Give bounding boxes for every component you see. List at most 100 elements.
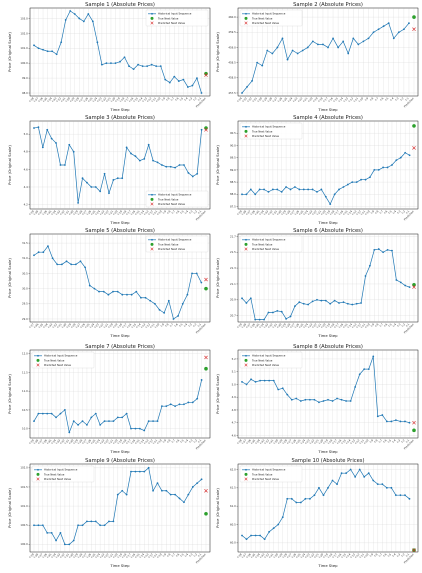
historical-point: [289, 188, 292, 191]
x-tick-label: t-1: [197, 209, 203, 215]
x-tick-label: t-33: [47, 322, 54, 329]
legend-label: True Next Value: [252, 129, 273, 133]
historical-point: [79, 260, 82, 263]
historical-point: [160, 489, 163, 492]
x-tick-label: t-2: [400, 552, 406, 558]
historical-point: [112, 520, 115, 523]
y-tick-label: 90.5: [230, 131, 236, 135]
historical-point: [363, 475, 366, 478]
y-tick-label: 21.7: [230, 234, 236, 238]
legend-true-next-swatch: [150, 242, 154, 246]
y-axis-label: Price (Original Scale): [7, 258, 12, 298]
historical-point: [249, 188, 252, 191]
x-tick-label: t-2: [193, 438, 199, 444]
historical-point: [178, 164, 181, 166]
historical-point: [55, 539, 57, 542]
plot-border: [237, 233, 419, 323]
x-tick-label: t-19: [322, 552, 329, 559]
x-tick-label: t-3: [188, 438, 194, 444]
historical-point: [41, 146, 44, 149]
historical-point: [155, 65, 158, 68]
historical-point: [250, 534, 252, 537]
x-tick-label: t-17: [121, 322, 128, 329]
legend-label: Predicted Next Value: [158, 247, 185, 251]
legend-label: Historical Input Sequence: [158, 193, 192, 197]
x-tick-label: t-14: [137, 96, 144, 103]
historical-point: [112, 290, 114, 293]
historical-point: [271, 188, 274, 191]
historical-point: [399, 281, 402, 284]
x-tick-label: t-35: [42, 96, 49, 103]
x-tick-label: t-10: [156, 552, 163, 559]
historical-point: [105, 62, 108, 65]
historical-point: [167, 299, 170, 302]
historical-point: [254, 193, 257, 196]
x-tick-label: t-1: [197, 438, 203, 444]
x-tick-label: t-12: [144, 322, 151, 329]
x-tick-label: t-28: [77, 209, 84, 216]
x-tick-label: t-24: [300, 438, 307, 445]
historical-point: [386, 248, 389, 251]
historical-point: [390, 420, 393, 423]
x-tick-label: t-16: [327, 96, 334, 103]
x-tick-label: t-28: [73, 96, 80, 103]
x-tick-label: t-16: [336, 552, 343, 559]
historical-point: [169, 493, 172, 496]
legend-true-next-swatch: [36, 472, 40, 476]
historical-point: [121, 293, 124, 296]
x-tick-label: t-20: [320, 209, 327, 216]
x-tick-label: t-20: [112, 438, 119, 445]
legend-label: Historical Input Sequence: [252, 12, 286, 16]
historical-point: [241, 380, 243, 383]
chart-title: Sample 9 (Absolute Prices): [85, 458, 155, 464]
x-tick-label: t-19: [112, 322, 119, 329]
legend-predicted-next-swatch: [244, 477, 248, 481]
y-tick-label: 4.2: [24, 203, 28, 207]
historical-point: [84, 266, 87, 269]
x-tick-label: t-3: [188, 209, 194, 215]
historical-point: [132, 68, 135, 71]
x-tick-label: t-30: [64, 96, 71, 103]
historical-point: [41, 524, 44, 527]
x-tick-label: t-23: [307, 209, 314, 216]
x-tick-label: t-38: [33, 552, 40, 559]
x-tick-label: t-11: [152, 438, 159, 445]
historical-point: [354, 475, 357, 478]
x-tick-label: t-24: [302, 322, 309, 329]
x-tick-label: t-12: [146, 96, 153, 103]
historical-point: [183, 501, 185, 504]
historical-point: [360, 302, 362, 304]
y-tick-label: 30.0: [22, 287, 28, 291]
x-tick-label: t-30: [276, 322, 283, 329]
x-tick-label: t-18: [119, 96, 126, 103]
historical-point: [50, 531, 53, 534]
historical-point: [37, 126, 40, 129]
x-tick-label: t-37: [37, 438, 44, 445]
historical-point: [138, 159, 141, 162]
x-tick-label: t-18: [121, 209, 128, 216]
historical-point: [373, 248, 376, 251]
historical-point: [135, 290, 138, 293]
historical-point: [140, 296, 142, 299]
x-tick-label: t-28: [77, 438, 84, 445]
legend-predicted-next-swatch: [150, 202, 154, 206]
x-tick-label: t-32: [267, 322, 274, 329]
x-tick-label: t-39: [236, 322, 243, 329]
historical-point: [86, 520, 88, 523]
historical-point: [266, 49, 269, 52]
x-tick-label: t-35: [250, 438, 257, 445]
historical-point: [160, 405, 163, 408]
historical-point: [51, 50, 54, 53]
historical-point: [241, 297, 243, 300]
historical-point: [50, 137, 53, 140]
x-tick-label: t-22: [103, 438, 110, 445]
x-tick-label: t-33: [55, 209, 62, 216]
x-tick-label: t-10: [155, 96, 162, 103]
x-tick-label: t-9: [161, 96, 167, 102]
historical-point: [72, 539, 75, 542]
historical-point: [280, 190, 283, 193]
x-tick-label: t-24: [89, 322, 96, 329]
x-tick-label: t-8: [373, 438, 379, 444]
x-tick-label: t-15: [134, 552, 141, 559]
